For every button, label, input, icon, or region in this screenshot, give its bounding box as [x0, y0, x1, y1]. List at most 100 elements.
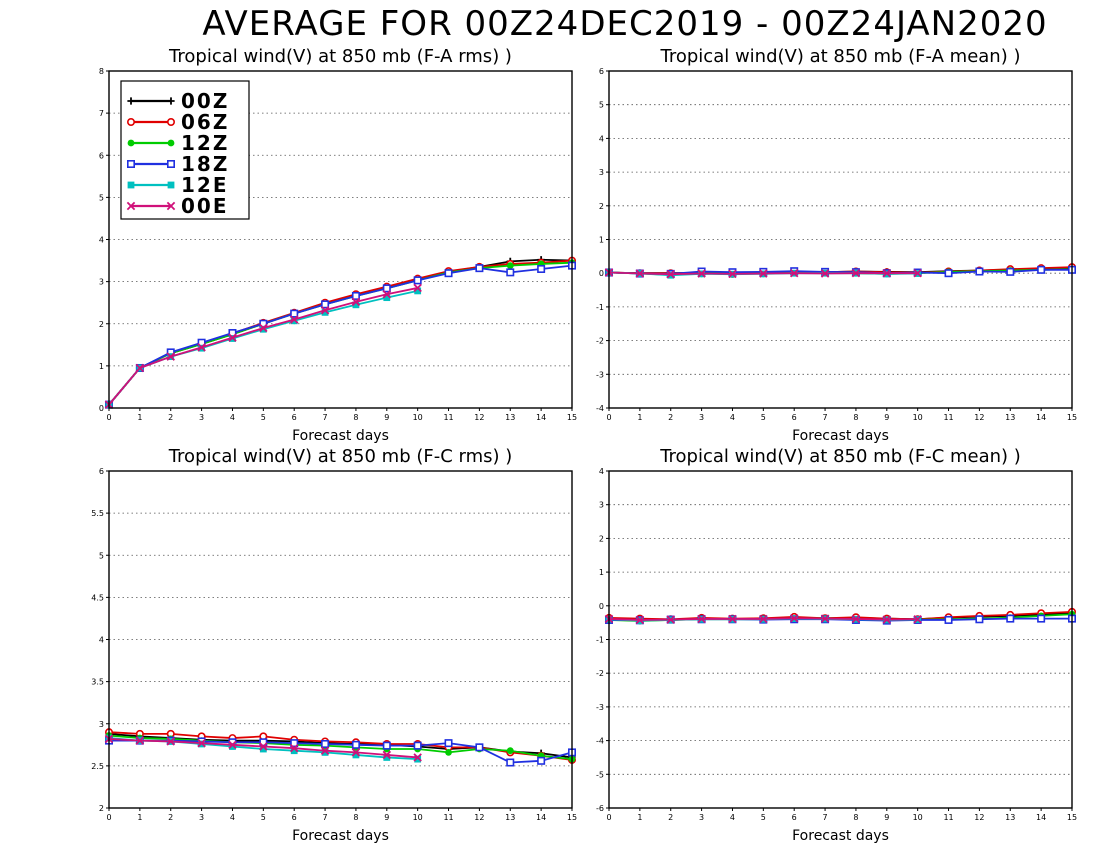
x-tick-label: 15 [1067, 813, 1077, 822]
plot-frame [608, 70, 1073, 409]
series-line [108, 258, 573, 406]
legend-marker [166, 201, 176, 211]
data-point [789, 614, 799, 623]
data-point [382, 284, 391, 293]
data-point [413, 283, 422, 293]
y-tick-label: -1 [596, 636, 604, 645]
x-tick-label: 5 [261, 413, 266, 422]
legend-label: 12E [181, 173, 229, 197]
x-tick-label: 8 [853, 813, 858, 822]
y-tick-label: 4 [99, 636, 104, 645]
legend-marker [127, 97, 135, 105]
y-tick-label: -2 [596, 337, 604, 346]
legend-item-00Z: 00Z [127, 89, 227, 113]
x-tick-label: 11 [943, 813, 953, 822]
y-tick-label: 4 [599, 467, 604, 476]
data-point [259, 742, 268, 751]
chart-title: Tropical wind(V) at 850 mb (F-C rms) ) [168, 446, 513, 467]
data-point [351, 740, 360, 749]
legend-label: 12Z [181, 131, 229, 155]
x-axis-label: Forecast days [792, 428, 889, 444]
data-point [383, 754, 391, 761]
y-tick-label: 0 [99, 404, 104, 413]
chart-panel-4: Tropical wind(V) at 850 mb (F-C mean) ) -… [596, 446, 1077, 844]
x-tick-label: 13 [1005, 813, 1015, 822]
data-point [1037, 614, 1046, 623]
x-tick-label: 12 [474, 413, 484, 422]
legend-marker [167, 97, 175, 105]
y-tick-label: 4.5 [91, 593, 104, 602]
data-point [506, 758, 515, 767]
data-point [882, 268, 892, 278]
x-tick-label: 12 [474, 813, 484, 822]
x-tick-label: 15 [1067, 413, 1077, 422]
series-00E [104, 734, 422, 762]
data-point [820, 269, 830, 278]
data-point [851, 614, 861, 624]
legend-marker [127, 160, 136, 169]
x-tick-label: 13 [505, 813, 515, 822]
data-point [413, 276, 422, 285]
data-point [759, 269, 768, 278]
data-point [166, 737, 175, 746]
data-point [414, 287, 422, 295]
legend-label: 18Z [181, 152, 229, 176]
series-line [108, 734, 573, 761]
y-tick-label: -3 [596, 703, 604, 712]
x-tick-label: 8 [853, 413, 858, 422]
y-tick-label: 7 [99, 109, 104, 118]
series-line [108, 261, 573, 406]
data-point [290, 309, 299, 318]
chart-panel-2: Tropical wind(V) at 850 mb (F-A mean) ) -… [596, 46, 1077, 444]
main-title: AVERAGE FOR 00Z24DEC2019 - 00Z24JAN2020 [202, 4, 1048, 44]
data-point [135, 363, 145, 373]
x-tick-label: 7 [823, 813, 828, 822]
legend-item-12E: 12E [127, 173, 229, 197]
x-tick-label: 2 [668, 813, 673, 822]
data-point [882, 615, 892, 624]
x-tick-label: 3 [699, 813, 704, 822]
x-tick-label: 5 [761, 413, 766, 422]
legend-item-06Z: 06Z [127, 110, 227, 134]
legend-marker [167, 181, 175, 189]
series-00E [604, 268, 922, 279]
data-point [321, 300, 330, 309]
x-tick-label: 10 [913, 413, 923, 422]
x-tick-label: 12 [974, 813, 984, 822]
y-tick-label: 6 [99, 467, 104, 476]
x-tick-label: 14 [536, 413, 546, 422]
x-tick-label: 9 [384, 813, 389, 822]
series-12Z [105, 259, 576, 409]
data-point [352, 301, 360, 309]
x-tick-label: 7 [323, 413, 328, 422]
data-point [444, 269, 453, 278]
x-axis-label: Forecast days [292, 428, 389, 444]
data-point [1037, 265, 1046, 274]
x-tick-label: 11 [943, 413, 953, 422]
x-tick-label: 7 [823, 413, 828, 422]
y-tick-label: 5 [599, 101, 604, 110]
x-tick-label: 3 [199, 813, 204, 822]
y-tick-label: 2 [599, 534, 604, 543]
data-point [975, 615, 984, 624]
data-point [697, 269, 706, 278]
y-tick-label: 6 [99, 151, 104, 160]
chart-title: Tropical wind(V) at 850 mb (F-A rms) ) [168, 46, 512, 67]
x-tick-label: 1 [637, 413, 642, 422]
y-tick-label: 0 [599, 269, 604, 278]
data-point [728, 269, 737, 279]
data-point [506, 268, 515, 277]
y-tick-label: 3 [599, 168, 604, 177]
x-tick-label: 4 [230, 813, 235, 822]
y-tick-label: 3 [599, 501, 604, 510]
x-tick-label: 8 [353, 413, 358, 422]
chart-title: Tropical wind(V) at 850 mb (F-A mean) ) [660, 46, 1021, 67]
y-tick-label: 3 [99, 278, 104, 287]
legend-item-18Z: 18Z [127, 152, 229, 176]
data-point [666, 269, 675, 279]
y-tick-label: -3 [596, 370, 604, 379]
y-tick-label: 2 [99, 320, 104, 329]
data-point [728, 614, 737, 624]
series-line [108, 264, 573, 406]
